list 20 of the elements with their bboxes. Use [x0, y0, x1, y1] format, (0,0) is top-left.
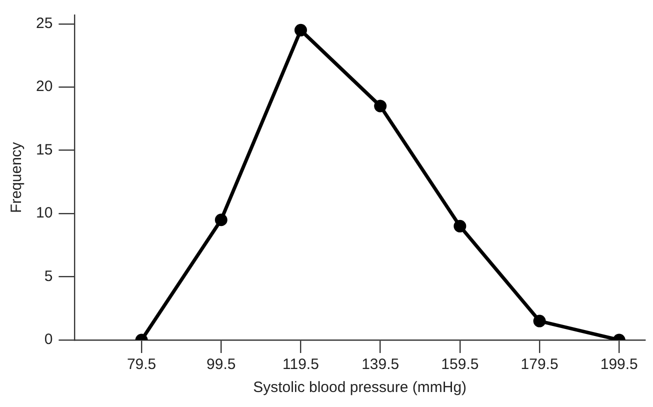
y-tick-label: 20 [36, 78, 53, 96]
x-tick-label: 159.5 [441, 356, 479, 374]
point [533, 314, 546, 328]
x-tick-label: 79.5 [126, 356, 156, 374]
x-tick-label: 179.5 [520, 356, 558, 374]
x-tick-label: 119.5 [282, 356, 319, 374]
y-tick-label: 25 [36, 14, 53, 32]
x-tick-label: 99.5 [206, 356, 236, 374]
y-tick-label: 0 [44, 331, 53, 348]
x-tick-label: 199.5 [600, 356, 638, 374]
y-tick-label: 15 [36, 141, 53, 158]
y-axis-title: Frequency [8, 142, 26, 213]
x-tick-label: 139.5 [362, 356, 400, 374]
point [294, 24, 307, 36]
point [374, 100, 387, 112]
x-axis-title: Systolic blood pressure (mmHg) [253, 379, 467, 396]
point [214, 214, 228, 226]
y-tick-label: 10 [36, 204, 53, 222]
y-tick-label: 5 [44, 268, 53, 285]
point [454, 220, 466, 232]
